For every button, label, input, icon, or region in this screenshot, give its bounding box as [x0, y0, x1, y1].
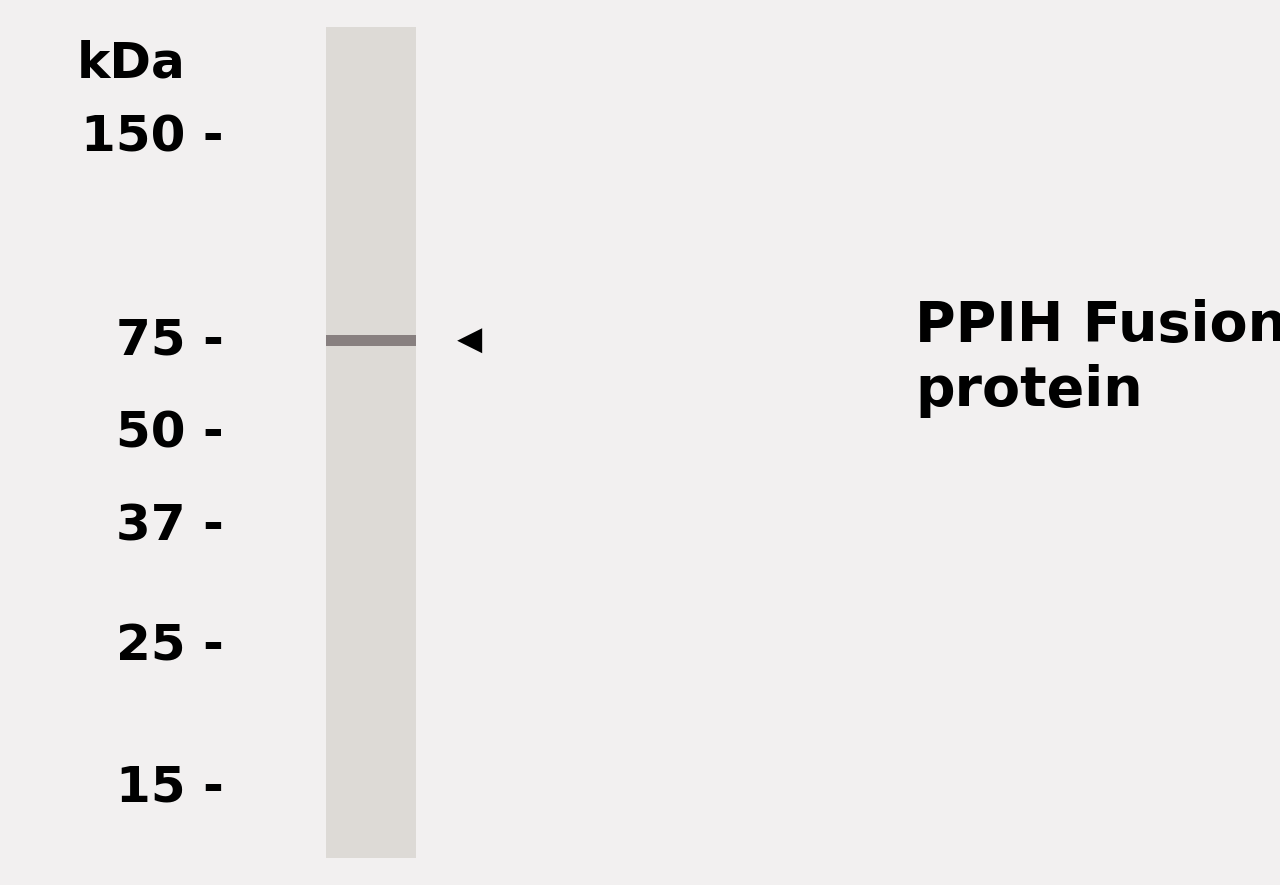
- Text: 50 -: 50 -: [116, 410, 224, 458]
- Text: PPIH Fusion
protein: PPIH Fusion protein: [915, 299, 1280, 418]
- Bar: [326, 335, 416, 346]
- Text: 75 -: 75 -: [116, 317, 224, 365]
- Text: kDa: kDa: [77, 40, 186, 88]
- Text: 15 -: 15 -: [116, 764, 224, 812]
- Bar: [326, 27, 416, 858]
- Text: 25 -: 25 -: [116, 622, 224, 670]
- Text: 150 -: 150 -: [82, 113, 224, 161]
- Text: 37 -: 37 -: [116, 503, 224, 550]
